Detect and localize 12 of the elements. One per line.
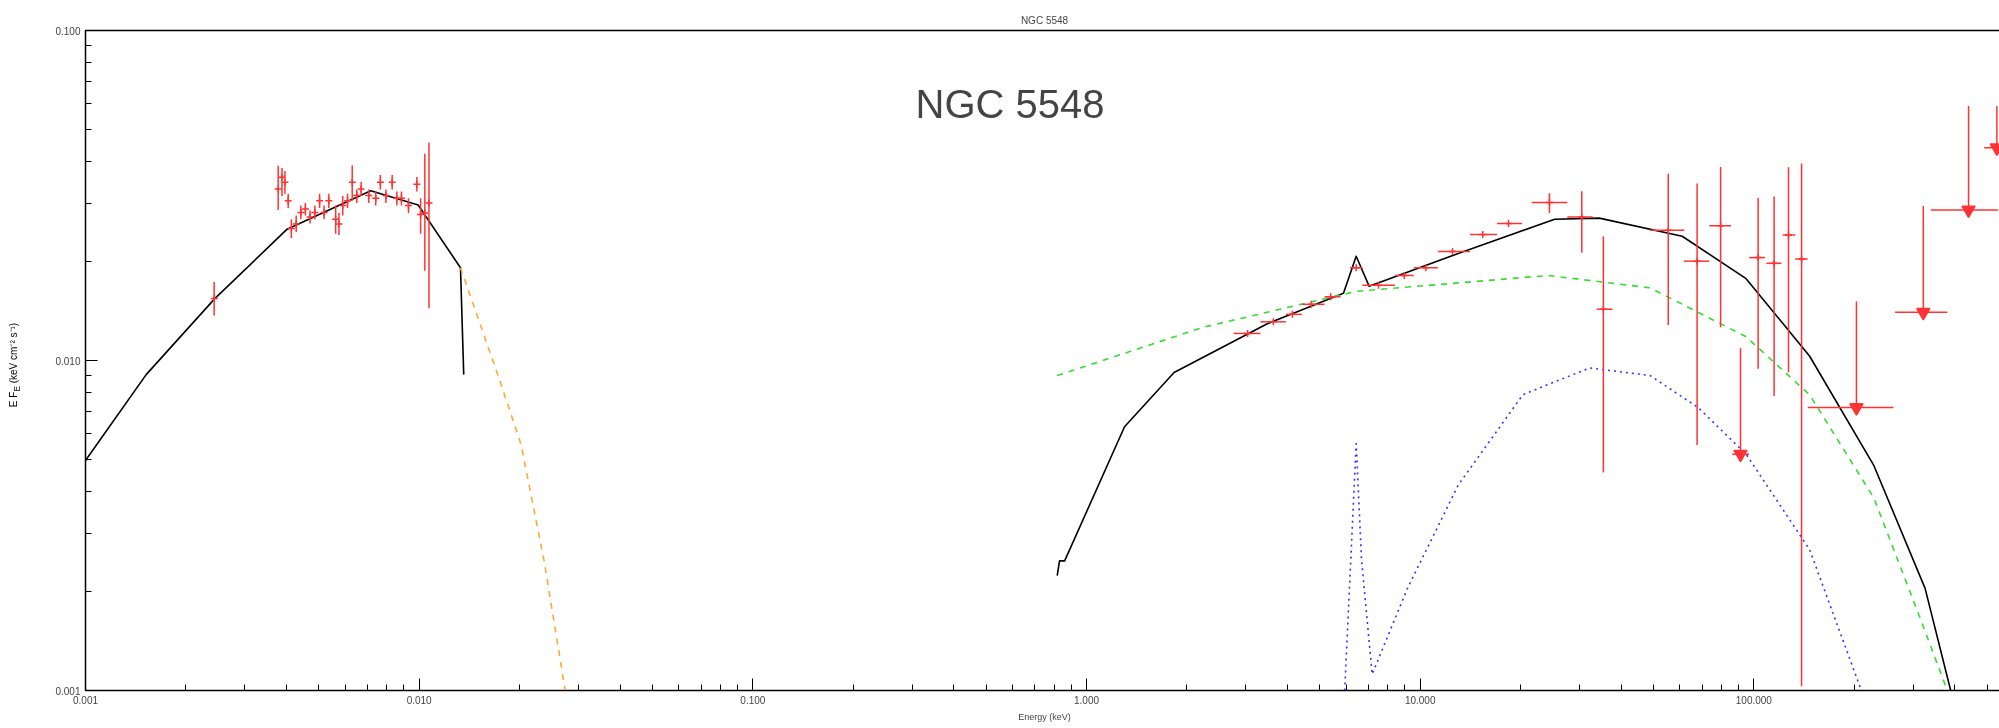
y-tick-label: 0.010 [55, 355, 81, 367]
x-tick-label: 0.100 [740, 694, 766, 706]
x-tick-label: 0.010 [406, 694, 433, 706]
y-tick-label: 0.001 [55, 685, 81, 697]
x-tick-label: 1.000 [1074, 694, 1100, 706]
x-axis-title: Energy (keV) [1018, 711, 1071, 722]
y-tick-label: 0.100 [55, 25, 81, 37]
x-tick-label: 10.000 [1404, 694, 1436, 706]
x-tick-label: 0.001 [72, 694, 99, 706]
annotation: NGC 5548 [915, 81, 1105, 126]
x-tick-label: 100.000 [1735, 694, 1773, 706]
chart-title: NGC 5548 [1020, 14, 1069, 26]
